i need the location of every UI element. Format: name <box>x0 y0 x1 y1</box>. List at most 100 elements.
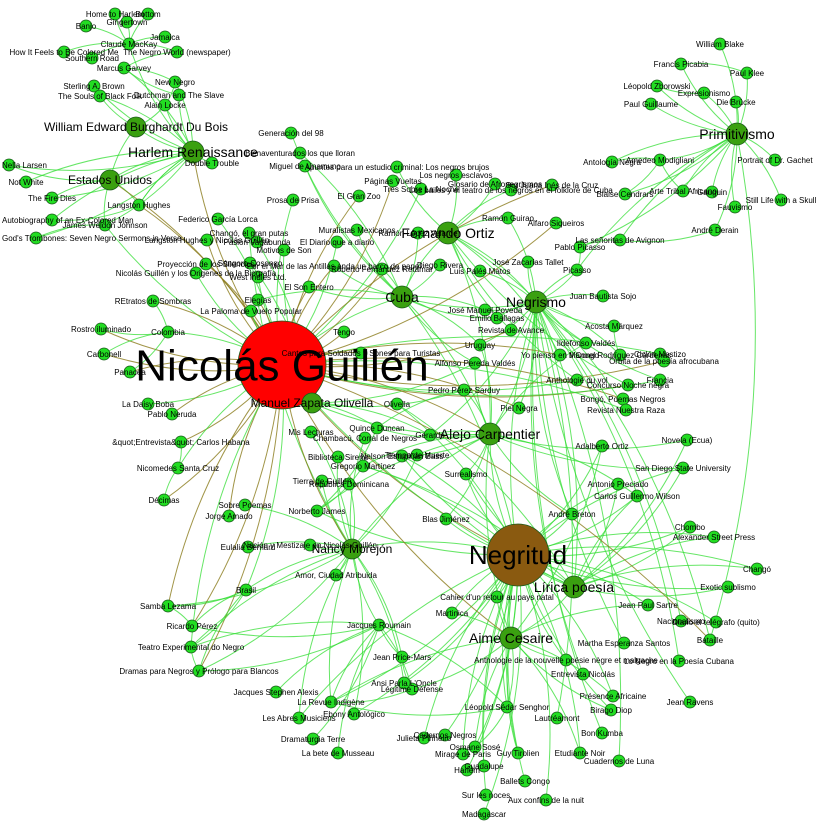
graph-node[interactable] <box>238 498 252 512</box>
graph-node[interactable] <box>85 51 99 65</box>
graph-node[interactable] <box>170 45 184 59</box>
graph-node[interactable] <box>354 346 368 360</box>
graph-node[interactable] <box>161 325 175 339</box>
graph-node[interactable] <box>521 255 535 269</box>
graph-node[interactable] <box>511 746 525 760</box>
graph-node[interactable] <box>490 311 504 325</box>
graph-node[interactable] <box>304 425 318 439</box>
graph-node[interactable] <box>189 266 203 280</box>
graph-node[interactable] <box>499 626 523 650</box>
graph-node[interactable] <box>553 348 567 362</box>
graph-node[interactable] <box>251 270 265 284</box>
graph-node[interactable] <box>501 211 515 225</box>
graph-node[interactable] <box>122 37 136 51</box>
graph-node[interactable] <box>306 732 320 746</box>
graph-node[interactable] <box>239 583 253 597</box>
graph-node[interactable] <box>504 323 518 337</box>
graph-node[interactable] <box>200 233 214 247</box>
graph-node[interactable] <box>468 356 482 370</box>
graph-node[interactable] <box>449 168 463 182</box>
graph-node[interactable] <box>390 397 404 411</box>
graph-node[interactable] <box>740 66 754 80</box>
graph-node[interactable] <box>161 599 175 613</box>
graph-node[interactable] <box>108 7 122 21</box>
graph-node[interactable] <box>473 338 487 352</box>
graph-node[interactable] <box>490 590 504 604</box>
graph-node[interactable] <box>57 45 71 59</box>
graph-node[interactable] <box>341 538 363 560</box>
graph-node[interactable] <box>604 703 618 717</box>
graph-node[interactable] <box>619 403 633 417</box>
graph-node[interactable] <box>565 507 579 521</box>
graph-node[interactable] <box>549 216 563 230</box>
graph-node[interactable] <box>99 169 121 191</box>
graph-node[interactable] <box>237 320 327 410</box>
graph-node[interactable] <box>93 89 107 103</box>
graph-node[interactable] <box>390 160 404 174</box>
graph-node[interactable] <box>423 428 437 442</box>
graph-node[interactable] <box>579 336 593 350</box>
graph-node[interactable] <box>94 322 108 336</box>
graph-node[interactable] <box>550 711 564 725</box>
graph-node[interactable] <box>573 240 587 254</box>
graph-node[interactable] <box>417 731 431 745</box>
graph-node[interactable] <box>411 226 425 240</box>
graph-node[interactable] <box>605 155 619 169</box>
graph-node[interactable] <box>750 562 764 576</box>
graph-node[interactable] <box>683 520 697 534</box>
graph-node[interactable] <box>342 477 356 491</box>
graph-node[interactable] <box>545 178 559 192</box>
graph-node[interactable] <box>277 243 291 257</box>
graph-node[interactable] <box>123 365 137 379</box>
graph-node[interactable] <box>329 568 343 582</box>
graph-node[interactable] <box>595 726 609 740</box>
graph-node[interactable] <box>459 467 473 481</box>
graph-node[interactable] <box>653 373 667 387</box>
graph-node[interactable] <box>433 258 447 272</box>
graph-node[interactable] <box>395 650 409 664</box>
graph-node[interactable] <box>292 711 306 725</box>
graph-node[interactable] <box>613 348 627 362</box>
graph-node[interactable] <box>680 433 694 447</box>
graph-node[interactable] <box>120 15 134 29</box>
graph-node[interactable] <box>331 746 345 760</box>
graph-node[interactable] <box>29 231 43 245</box>
graph-node[interactable] <box>473 264 487 278</box>
graph-node[interactable] <box>445 606 459 620</box>
graph-node[interactable] <box>125 116 147 138</box>
graph-node[interactable] <box>301 392 323 414</box>
graph-node[interactable] <box>244 304 258 318</box>
graph-node[interactable] <box>683 695 697 709</box>
graph-node[interactable] <box>395 449 409 463</box>
graph-node[interactable] <box>171 461 185 475</box>
graph-node[interactable] <box>2 158 16 172</box>
graph-node[interactable] <box>456 747 470 761</box>
graph-node[interactable] <box>478 303 492 317</box>
graph-node[interactable] <box>559 653 573 667</box>
graph-node[interactable] <box>477 759 491 773</box>
graph-node[interactable] <box>98 218 112 232</box>
graph-node[interactable] <box>606 689 620 703</box>
graph-node[interactable] <box>181 140 205 164</box>
graph-node[interactable] <box>708 223 722 237</box>
graph-node[interactable] <box>315 474 329 488</box>
graph-node[interactable] <box>479 788 493 802</box>
graph-node[interactable] <box>728 200 742 214</box>
graph-node[interactable] <box>618 187 632 201</box>
graph-node[interactable] <box>518 774 532 788</box>
graph-node[interactable] <box>302 280 316 294</box>
graph-node[interactable] <box>410 448 424 462</box>
graph-node[interactable] <box>141 7 155 21</box>
graph-node[interactable] <box>703 633 717 647</box>
graph-node[interactable] <box>158 98 172 112</box>
graph-node[interactable] <box>298 159 312 173</box>
graph-node[interactable] <box>158 30 172 44</box>
graph-node[interactable] <box>460 763 474 777</box>
graph-node[interactable] <box>621 378 635 392</box>
graph-node[interactable] <box>650 79 664 93</box>
graph-node[interactable] <box>709 615 723 629</box>
graph-node[interactable] <box>486 523 550 587</box>
graph-node[interactable] <box>87 79 101 93</box>
graph-node[interactable] <box>347 707 361 721</box>
graph-node[interactable] <box>607 319 621 333</box>
